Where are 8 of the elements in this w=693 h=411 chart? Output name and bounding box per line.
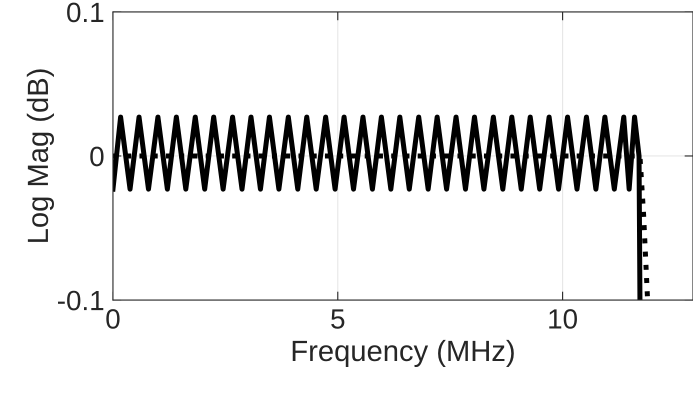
x-axis-title: Frequency (MHz) [292,340,514,367]
y-tick-label: 0.1 [67,2,104,22]
x-tick-label: 0 [106,309,120,329]
x-tick-label: 10 [549,309,577,329]
y-tick-label: -0.1 [58,290,104,310]
x-tick-label: 5 [331,309,344,329]
y-tick-label: 0 [90,146,104,166]
y-axis-title: Log Mag (dB) [26,69,54,242]
